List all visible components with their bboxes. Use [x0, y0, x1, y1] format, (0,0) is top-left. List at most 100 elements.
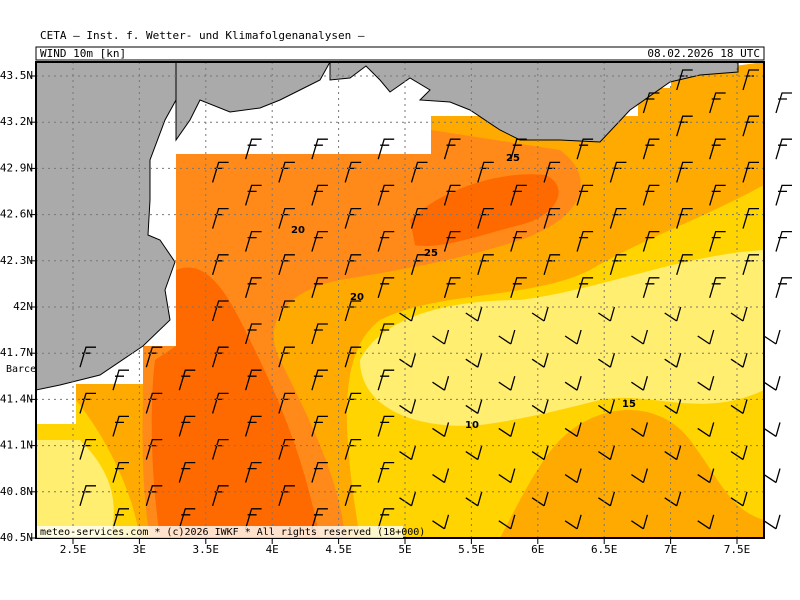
wind-barb: [311, 461, 328, 483]
lat-tick-label: 40.5N: [0, 531, 33, 544]
wind-barb: [730, 445, 748, 461]
wind-barb: [112, 461, 129, 483]
lat-tick-label: 40.8N: [0, 485, 33, 498]
wind-barb: [443, 230, 461, 252]
wind-barb: [244, 369, 262, 391]
wind-barb: [112, 415, 129, 437]
wind-barb: [377, 461, 395, 483]
wind-barb: [576, 138, 594, 160]
wind-barb: [642, 184, 660, 206]
wind-barb: [377, 184, 395, 206]
wind-barb: [775, 138, 792, 160]
wind-barb: [311, 508, 328, 529]
wind-barb: [244, 184, 262, 206]
footer-bar: [37, 526, 403, 538]
wind-barb: [676, 115, 693, 137]
wind-barb: [399, 399, 417, 414]
wind-barb: [676, 161, 693, 183]
contour-label: 20: [350, 292, 364, 303]
wind-barb: [443, 138, 461, 160]
wind-barb: [510, 277, 527, 298]
wind-barb: [564, 376, 582, 391]
wind-barb: [742, 115, 759, 137]
wind-barb: [664, 399, 682, 414]
wind-barb: [79, 392, 96, 414]
lat-tick-label: 41.1N: [0, 439, 33, 452]
wind-barb: [432, 376, 450, 391]
wind-barb: [432, 329, 450, 345]
lat-tick-label: 42.6N: [0, 208, 33, 221]
wind-barb: [709, 184, 726, 206]
wind-barb: [244, 508, 262, 529]
wind-barb: [742, 161, 759, 183]
wind-barb: [311, 415, 328, 437]
wind-barb: [244, 461, 262, 483]
wind-barb: [377, 277, 395, 298]
lat-tick-label: 43.2N: [0, 115, 33, 128]
wind-barb: [598, 306, 616, 322]
wind-barb: [399, 306, 417, 322]
wind-barb: [498, 468, 516, 484]
wind-barb: [377, 415, 395, 437]
lat-tick-label: 42N: [13, 300, 33, 313]
wind-barb: [145, 392, 163, 414]
lon-tick-label: 4.5E: [325, 543, 352, 556]
wind-barb: [730, 306, 748, 322]
lon-tick-label: 6E: [531, 543, 544, 556]
wind-barb: [244, 138, 262, 160]
wind-barb: [775, 92, 792, 114]
valid-time: 08.02.2026 18 UTC: [647, 47, 760, 60]
contour-label: 10: [465, 420, 479, 431]
wind-barb: [510, 138, 527, 160]
wind-barb: [311, 277, 328, 298]
wind-barb: [377, 508, 395, 529]
lon-tick-label: 2.5E: [60, 543, 87, 556]
contour-label: 25: [506, 153, 520, 164]
lon-tick-label: 3.5E: [193, 543, 220, 556]
wind-barb: [311, 138, 328, 160]
wind-barb: [531, 306, 549, 322]
lat-tick-label: 43.5N: [0, 69, 33, 82]
wind-barb: [676, 254, 693, 275]
wind-barb: [498, 422, 516, 437]
field-title: WIND 10m [kn]: [40, 47, 126, 60]
wind-barb: [311, 230, 328, 252]
contour-label: 20: [291, 225, 305, 236]
wind-barb: [178, 461, 196, 483]
footer: meteo-services.com * (c)2026 IWKF * All …: [40, 527, 425, 538]
wind-barb: [697, 514, 715, 530]
wind-barb: [576, 184, 594, 206]
wind-barb: [432, 468, 450, 484]
wind-barb: [443, 184, 461, 206]
wind-barb: [564, 422, 582, 437]
wind-barb: [676, 69, 693, 91]
wind-barb: [377, 323, 395, 345]
wind-barb: [631, 514, 649, 530]
wind-barb: [763, 422, 781, 437]
wind-barb: [498, 329, 516, 345]
wind-barb: [664, 306, 682, 322]
wind-barb: [709, 92, 726, 114]
place-label: Barce: [6, 364, 36, 375]
wind-barb: [377, 369, 395, 391]
wind-barb: [112, 369, 129, 391]
wind-barb: [742, 207, 759, 229]
wind-barb: [709, 277, 726, 298]
wind-barb: [664, 445, 682, 461]
wind-barb: [510, 184, 527, 206]
wind-barb: [145, 485, 163, 506]
header-bar: [35, 46, 765, 61]
wind-barb: [244, 277, 262, 298]
land-upper: [175, 62, 331, 142]
wind-barb: [709, 230, 726, 252]
wind-barb: [432, 514, 450, 530]
wind-barb: [531, 445, 549, 461]
wind-barb: [377, 230, 395, 252]
lat-tick-label: 42.3N: [0, 254, 33, 267]
lat-tick-label: 42.9N: [0, 161, 33, 174]
wind-barb: [730, 399, 748, 414]
wind-barb: [244, 323, 262, 345]
wind-barb: [709, 138, 726, 160]
wind-barbs: [79, 69, 792, 530]
